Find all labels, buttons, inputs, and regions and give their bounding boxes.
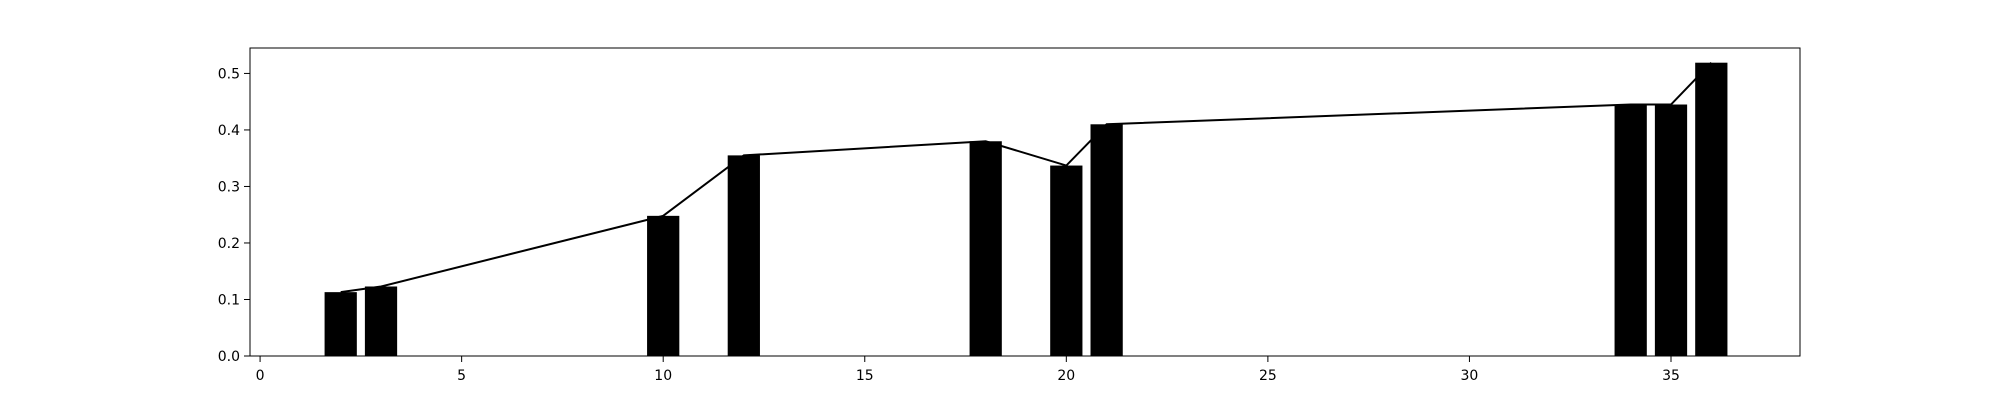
bar-x-18 — [969, 141, 1002, 356]
y-tick-label: 0.1 — [218, 292, 240, 308]
bar-x-35 — [1654, 104, 1688, 356]
bar-x-34 — [1614, 104, 1647, 356]
x-tick-label: 5 — [457, 368, 466, 384]
bars-layer — [324, 62, 1728, 356]
x-tick-label: 20 — [1057, 368, 1075, 384]
x-tick-label: 0 — [256, 368, 265, 384]
x-tick-label: 15 — [856, 368, 874, 384]
bar-x-36 — [1695, 62, 1728, 356]
x-tick-label: 10 — [654, 368, 672, 384]
x-tick-label: 35 — [1662, 368, 1680, 384]
series-line-layer — [340, 61, 1713, 294]
plot-area — [250, 48, 1800, 356]
bar-x-2 — [324, 292, 357, 356]
y-tick-label: 0.4 — [218, 123, 240, 139]
bar-x-20 — [1050, 165, 1083, 356]
bar-x-10 — [647, 215, 680, 356]
y-tick-label: 0.2 — [218, 236, 240, 252]
plot-frame — [249, 47, 1801, 357]
axes-layer: 0 5 10 15 20 25 30 35 0.0 0.1 0.2 0.3 0.4 0.5 — [218, 66, 1680, 384]
bar-x-3 — [364, 286, 398, 356]
x-tick-label: 30 — [1461, 368, 1479, 384]
bar-x-12 — [727, 155, 760, 356]
x-tick-label: 25 — [1259, 368, 1277, 384]
series-line — [340, 61, 1713, 294]
y-tick-label: 0.0 — [218, 349, 240, 365]
bar-x-21 — [1090, 124, 1123, 356]
y-tick-label: 0.3 — [218, 179, 240, 195]
y-tick-label: 0.5 — [218, 66, 240, 82]
